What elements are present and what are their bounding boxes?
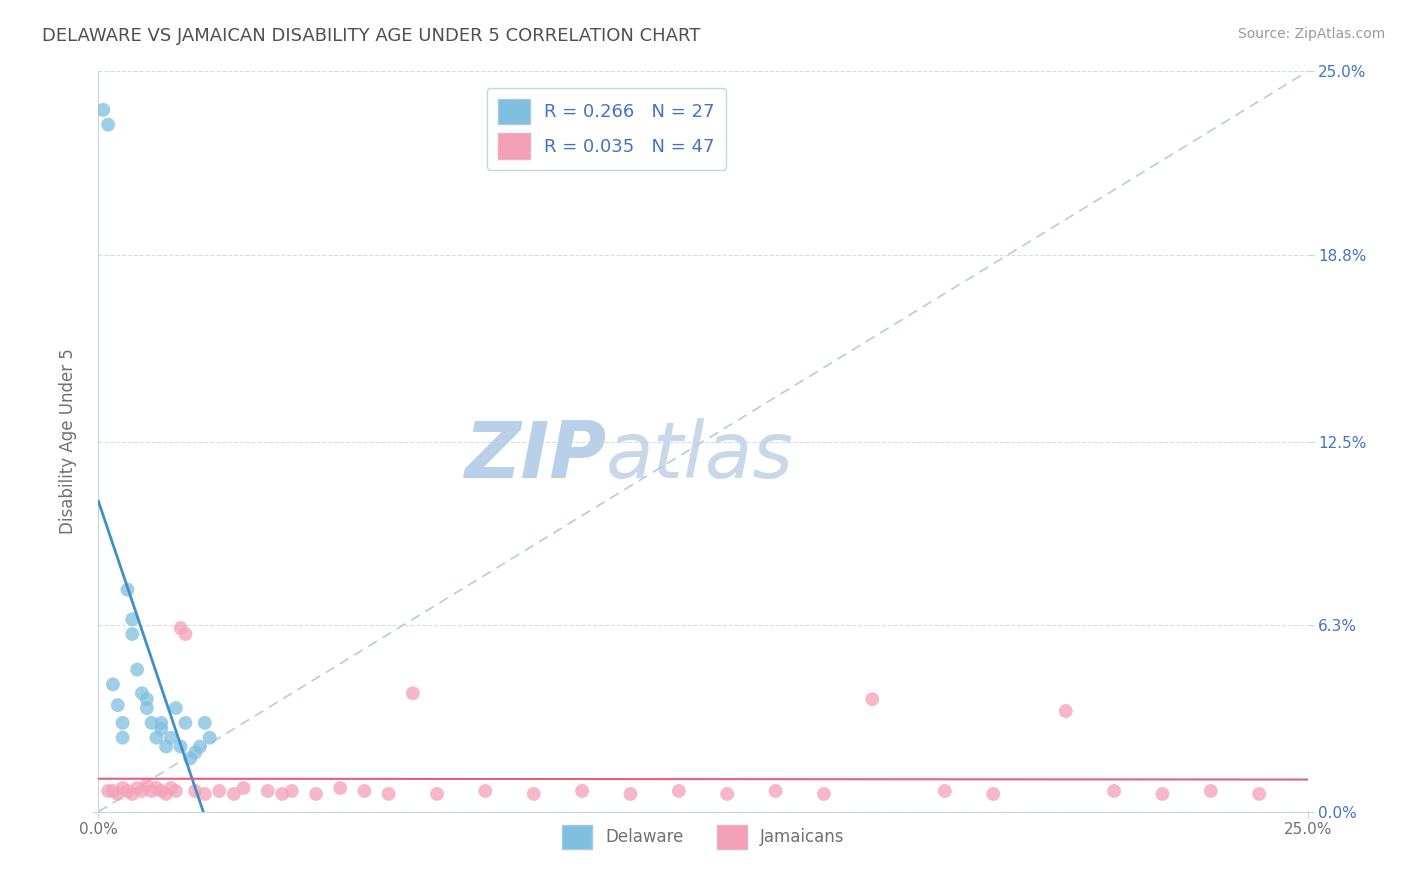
Point — [402, 686, 425, 700]
Point — [523, 787, 546, 801]
Point — [127, 780, 149, 795]
Text: Source: ZipAtlas.com: Source: ZipAtlas.com — [1237, 27, 1385, 41]
Point — [160, 731, 183, 745]
Point — [281, 784, 304, 798]
Point — [184, 746, 207, 760]
Text: ZIP: ZIP — [464, 418, 606, 494]
Point — [981, 787, 1004, 801]
Point — [91, 103, 114, 117]
Point — [127, 663, 149, 677]
Point — [179, 751, 201, 765]
Point — [121, 787, 143, 801]
Point — [150, 715, 173, 730]
Point — [934, 784, 956, 798]
Point — [619, 787, 641, 801]
Point — [97, 118, 120, 132]
Y-axis label: Disability Age Under 5: Disability Age Under 5 — [59, 349, 77, 534]
Point — [329, 780, 352, 795]
Point — [222, 787, 245, 801]
Point — [174, 627, 197, 641]
Point — [256, 784, 278, 798]
Point — [141, 784, 163, 798]
Point — [188, 739, 211, 754]
Point — [169, 739, 191, 754]
Point — [571, 784, 593, 798]
Point — [1249, 787, 1271, 801]
Point — [135, 692, 157, 706]
Point — [271, 787, 294, 801]
Point — [426, 787, 449, 801]
Point — [813, 787, 835, 801]
Point — [305, 787, 328, 801]
Point — [131, 686, 153, 700]
Point — [111, 715, 134, 730]
Point — [117, 582, 139, 597]
Point — [194, 787, 217, 801]
Point — [716, 787, 738, 801]
Point — [165, 784, 187, 798]
Point — [1102, 784, 1125, 798]
Point — [1152, 787, 1174, 801]
Point — [165, 701, 187, 715]
Point — [1199, 784, 1222, 798]
Point — [169, 621, 191, 635]
Point — [232, 780, 254, 795]
Point — [107, 787, 129, 801]
Point — [135, 778, 157, 792]
Point — [1054, 704, 1077, 718]
Point — [117, 784, 139, 798]
Legend: Delaware, Jamaicans: Delaware, Jamaicans — [555, 818, 851, 855]
Point — [208, 784, 231, 798]
Point — [668, 784, 690, 798]
Point — [194, 715, 217, 730]
Text: DELAWARE VS JAMAICAN DISABILITY AGE UNDER 5 CORRELATION CHART: DELAWARE VS JAMAICAN DISABILITY AGE UNDE… — [42, 27, 700, 45]
Point — [97, 784, 120, 798]
Point — [474, 784, 496, 798]
Point — [141, 715, 163, 730]
Text: atlas: atlas — [606, 418, 794, 494]
Point — [145, 780, 167, 795]
Point — [111, 780, 134, 795]
Point — [198, 731, 221, 745]
Point — [145, 731, 167, 745]
Point — [155, 739, 177, 754]
Point — [377, 787, 399, 801]
Point — [121, 627, 143, 641]
Point — [160, 780, 183, 795]
Point — [353, 784, 375, 798]
Point — [135, 701, 157, 715]
Point — [101, 677, 124, 691]
Point — [150, 722, 173, 736]
Point — [131, 784, 153, 798]
Point — [155, 787, 177, 801]
Point — [101, 784, 124, 798]
Point — [121, 612, 143, 626]
Point — [765, 784, 787, 798]
Point — [107, 698, 129, 712]
Point — [174, 715, 197, 730]
Point — [184, 784, 207, 798]
Point — [111, 731, 134, 745]
Point — [150, 784, 173, 798]
Point — [860, 692, 883, 706]
